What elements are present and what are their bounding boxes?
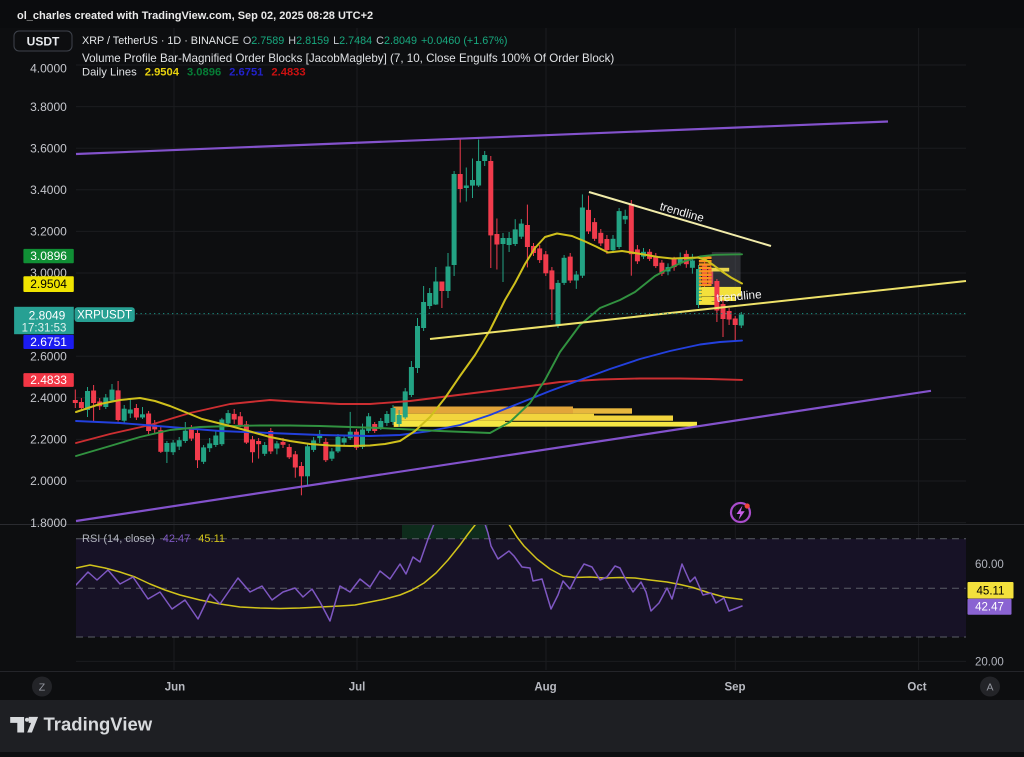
svg-text:Z: Z <box>39 682 46 694</box>
svg-text:USDT: USDT <box>27 34 60 48</box>
svg-text:2.2000: 2.2000 <box>30 433 67 447</box>
svg-text:2.6751: 2.6751 <box>30 335 67 349</box>
svg-text:Volume Profile Bar-Magnified O: Volume Profile Bar-Magnified Order Block… <box>82 52 614 65</box>
svg-text:2.4000: 2.4000 <box>30 391 67 405</box>
svg-text:1.8000: 1.8000 <box>30 516 67 530</box>
svg-text:2.4833: 2.4833 <box>30 373 67 387</box>
svg-text:3.2000: 3.2000 <box>30 225 67 239</box>
svg-text:TradingView: TradingView <box>44 714 153 735</box>
svg-text:Sep: Sep <box>724 682 745 694</box>
svg-text:42.47: 42.47 <box>975 602 1004 614</box>
svg-text:45.11: 45.11 <box>977 585 1005 597</box>
svg-text:Jul: Jul <box>349 682 366 694</box>
svg-text:2.9504: 2.9504 <box>30 277 67 291</box>
svg-text:3.4000: 3.4000 <box>30 183 67 197</box>
svg-text:3.8000: 3.8000 <box>30 100 67 114</box>
svg-text:XRPUSDT: XRPUSDT <box>77 309 132 321</box>
svg-text:Jun: Jun <box>165 682 185 694</box>
svg-text:Oct: Oct <box>907 682 926 694</box>
svg-text:A: A <box>986 682 993 694</box>
svg-text:2.8049: 2.8049 <box>29 308 66 322</box>
svg-text:Aug: Aug <box>534 682 556 694</box>
svg-text:2.0000: 2.0000 <box>30 474 67 488</box>
svg-text:3.6000: 3.6000 <box>30 141 67 155</box>
svg-text:3.0896: 3.0896 <box>30 249 67 263</box>
svg-text:2.6000: 2.6000 <box>30 349 67 363</box>
svg-text:20.00: 20.00 <box>975 656 1004 668</box>
svg-text:60.00: 60.00 <box>975 559 1004 571</box>
svg-text:4.0000: 4.0000 <box>30 62 67 76</box>
svg-text:17:31:53: 17:31:53 <box>22 323 67 335</box>
svg-text:ol_charles created with Tradin: ol_charles created with TradingView.com,… <box>17 10 373 22</box>
svg-text:trendline: trendline <box>716 287 763 305</box>
